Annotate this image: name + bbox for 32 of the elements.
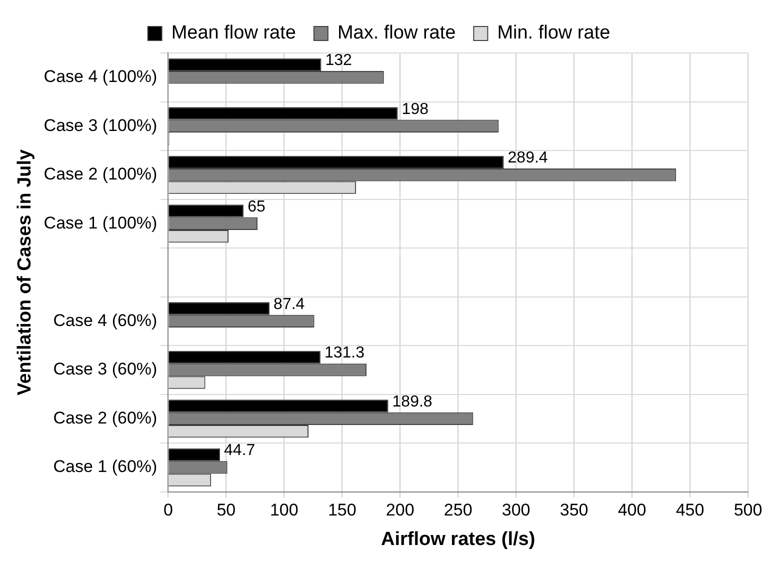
y-tick-label: Case 4 (100%) <box>44 67 158 86</box>
y-tick-label: Case 2 (60%) <box>53 408 158 428</box>
data-label: 65 <box>248 198 266 216</box>
x-tick-label: 450 <box>676 500 704 520</box>
y-tick-label: Case 2 (100%) <box>44 164 158 184</box>
y-tick-label: Case 4 (60%) <box>53 310 158 330</box>
data-label: 198 <box>402 100 429 118</box>
data-label: 289.4 <box>508 150 548 167</box>
y-tick-label: Case 1 (100%) <box>44 213 158 232</box>
x-tick-label: 200 <box>386 500 414 520</box>
legend-label: Max. flow rate <box>337 22 456 44</box>
x-tick-label: 400 <box>618 500 646 520</box>
x-tick-label: 300 <box>502 500 530 520</box>
x-tick-label: 350 <box>560 500 588 520</box>
x-tick-label: 100 <box>270 500 298 520</box>
data-label: 131.3 <box>324 344 365 362</box>
y-axis-title: Ventilation of Cases in July <box>14 148 36 396</box>
legend-label: Min. flow rate <box>497 22 610 44</box>
data-label: 44.7 <box>224 442 256 460</box>
x-tick-label: 500 <box>734 500 762 520</box>
y-tick-label: Case 3 (60%) <box>53 360 158 379</box>
x-tick-label: 50 <box>216 500 236 520</box>
data-label: 189.8 <box>392 393 432 410</box>
y-tick-label: Case 3 (100%) <box>44 116 158 135</box>
y-tick-label: Case 1 (60%) <box>53 457 158 476</box>
x-tick-label: 250 <box>444 500 472 520</box>
data-label: 132 <box>325 52 352 70</box>
legend-label: Mean flow rate <box>171 22 296 44</box>
x-tick-label: 150 <box>328 500 356 520</box>
x-axis-title: Airflow rates (l/s) <box>381 528 536 550</box>
x-tick-label: 0 <box>163 500 173 520</box>
data-label: 87.4 <box>274 296 305 313</box>
